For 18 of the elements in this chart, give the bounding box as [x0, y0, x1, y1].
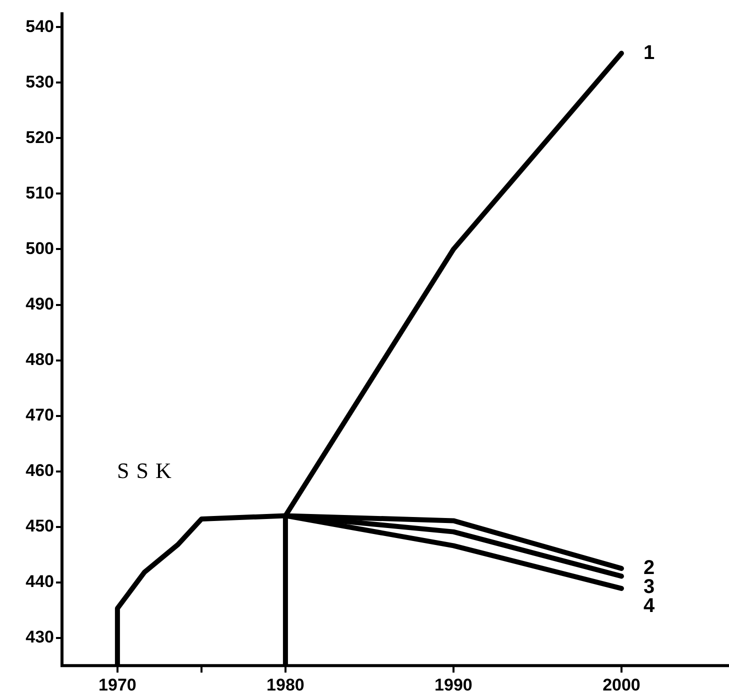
annotation: SSK [117, 458, 178, 483]
x-tick-label: 1980 [266, 675, 304, 694]
y-tick-label: 440 [26, 572, 54, 592]
y-tick-label: 460 [26, 460, 54, 480]
y-tick-label: 530 [26, 72, 54, 92]
x-tick-label: 1990 [434, 675, 472, 694]
y-tick-label: 490 [26, 294, 54, 314]
y-tick-label: 470 [26, 405, 54, 424]
y-tick-label: 430 [26, 628, 54, 647]
y-tick-label: 500 [26, 238, 54, 258]
y-tick-label: 450 [26, 516, 54, 536]
series-label: 1 [643, 42, 655, 64]
y-tick-label: 540 [26, 16, 54, 36]
y-tick-label: 480 [26, 350, 54, 369]
y-tick-label: 520 [26, 128, 54, 147]
y-tick-label: 510 [26, 183, 54, 202]
x-tick-label: 1970 [98, 675, 136, 694]
x-tick-label: 2000 [602, 675, 640, 694]
